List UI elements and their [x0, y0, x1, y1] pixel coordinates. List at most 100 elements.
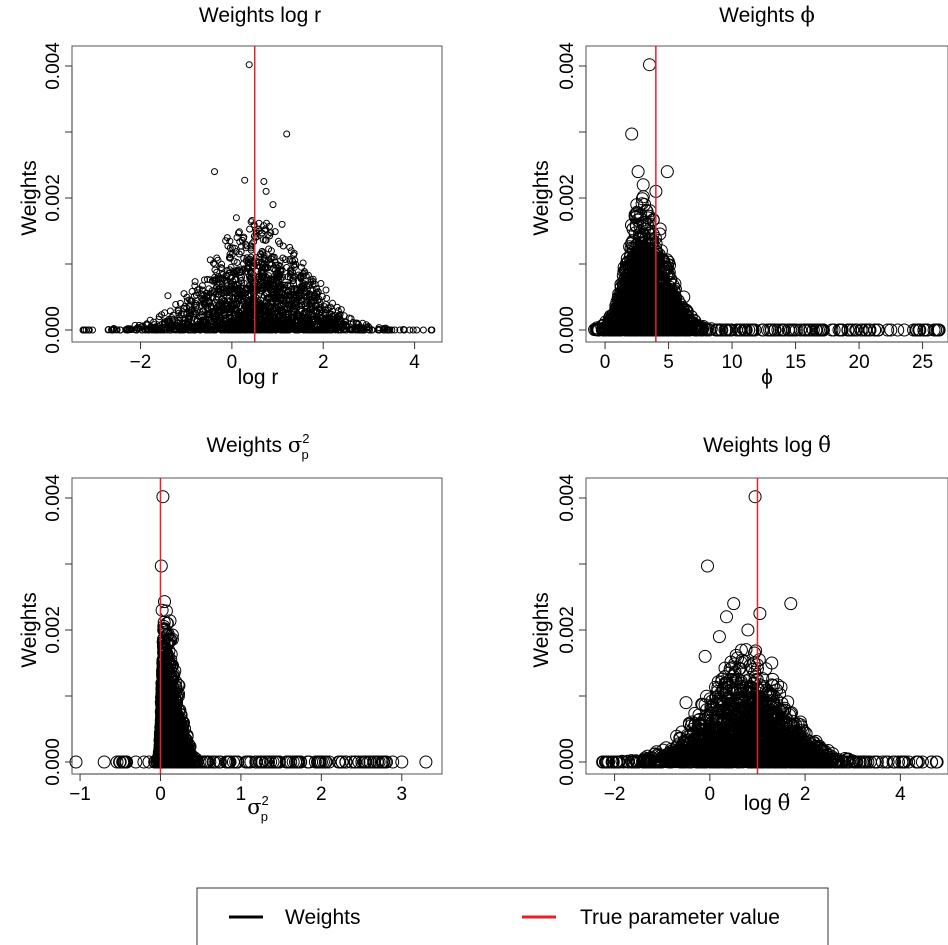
- y-tick-label: 0.000: [557, 306, 578, 354]
- scatter-point: [109, 325, 117, 333]
- scatter-point: [260, 251, 268, 259]
- panel-title: Weights log r: [199, 4, 321, 27]
- scatter-point: [636, 178, 650, 192]
- scatter-point: [329, 299, 336, 307]
- scatter-point: [108, 326, 116, 334]
- scatter-point: [183, 297, 191, 305]
- scatter-point: [80, 326, 88, 334]
- y-tick-label: 0.004: [43, 42, 64, 90]
- scatter-point: [419, 326, 427, 334]
- scatter-point: [276, 240, 284, 248]
- scatter-point: [660, 165, 674, 179]
- scatter-point: [255, 258, 263, 266]
- x-tick-label: 20: [849, 352, 870, 373]
- scatter-point: [409, 326, 417, 334]
- scatter-point: [226, 250, 234, 258]
- scatter-point: [150, 325, 158, 333]
- x-tick-label: 4: [409, 352, 420, 373]
- scatter-point: [307, 278, 315, 286]
- panel-title: Weights σ2 p: [207, 431, 310, 462]
- scatter-point: [217, 264, 225, 272]
- y-tick-label: 0.002: [557, 174, 578, 222]
- scatter-point: [260, 178, 268, 185]
- scatter-point: [884, 323, 898, 337]
- scatter-point: [235, 228, 243, 236]
- scatter-point: [237, 277, 245, 285]
- panel-title: Weights ϕ: [719, 3, 815, 27]
- scatter-point: [211, 168, 218, 176]
- scatter-point: [349, 319, 357, 326]
- scatter-point: [413, 326, 421, 334]
- scatter-point: [313, 285, 321, 293]
- scatter-point: [259, 236, 267, 244]
- scatter-point: [104, 326, 112, 334]
- scatter-point: [245, 61, 253, 69]
- y-tick-label: 0.004: [557, 42, 578, 90]
- y-tick-label: 0.002: [43, 174, 64, 222]
- scatter-point: [240, 260, 247, 268]
- x-tick-label: 5: [663, 352, 674, 373]
- scatter-point: [164, 292, 172, 300]
- x-tick-label: 2: [318, 352, 329, 373]
- scatter-points: [69, 490, 433, 769]
- scatter-point: [317, 280, 325, 287]
- scatter-point: [232, 214, 240, 222]
- scatter-point: [246, 225, 254, 233]
- scatter-point: [229, 268, 237, 275]
- scatter-point: [322, 286, 330, 294]
- scatter-point: [291, 256, 299, 264]
- scatter-point: [261, 227, 269, 235]
- y-axis-label: Weights: [530, 160, 553, 235]
- scatter-point: [396, 326, 404, 334]
- scatter-point: [262, 187, 270, 195]
- scatter-point: [235, 250, 243, 258]
- scatter-point: [196, 308, 204, 316]
- scatter-point: [241, 176, 249, 184]
- scatter-points: [588, 58, 946, 337]
- scatter-point: [176, 299, 184, 307]
- scatter-point: [400, 326, 407, 333]
- scatter-point: [258, 258, 266, 266]
- scatter-point: [286, 243, 294, 251]
- scatter-point: [237, 248, 245, 256]
- y-axis-label: Weights: [18, 160, 41, 235]
- scatter-point: [276, 284, 284, 292]
- scatter-point: [247, 253, 255, 261]
- plot-frame: [71, 477, 443, 775]
- scatter-point: [283, 130, 291, 138]
- scatter-point: [191, 278, 199, 286]
- scatter-point: [181, 314, 189, 322]
- scatter-point: [269, 201, 277, 209]
- x-tick-label: 0: [227, 352, 238, 373]
- scatter-point: [155, 313, 163, 321]
- y-tick-label: 0.000: [43, 306, 64, 354]
- scatter-point: [278, 220, 286, 228]
- scatter-point: [252, 233, 260, 241]
- scatter-point: [299, 259, 307, 267]
- x-axis-label: ϕ: [761, 366, 773, 389]
- x-axis-label: log r: [238, 366, 279, 389]
- scatter-point: [180, 290, 188, 298]
- scatter-point: [266, 222, 273, 230]
- scatter-point: [166, 307, 174, 315]
- scatter-point: [342, 318, 350, 326]
- scatter-point: [201, 276, 208, 284]
- scatter-point: [158, 311, 166, 319]
- scatter-point: [113, 326, 121, 334]
- scatter-point: [203, 275, 211, 283]
- scatter-points: [79, 61, 436, 334]
- scatter-point: [279, 242, 287, 250]
- scatter-point: [240, 265, 248, 273]
- y-axis: 0.000 0.002 0.004: [557, 42, 587, 354]
- y-axis: 0.000 0.002 0.004: [43, 42, 73, 354]
- scatter-point: [189, 310, 197, 318]
- x-tick-label: 10: [721, 352, 742, 373]
- scatter-point: [188, 320, 196, 328]
- scatter-point: [200, 291, 208, 299]
- scatter-point: [364, 323, 372, 330]
- scatter-point: [631, 165, 645, 179]
- scatter-point: [307, 276, 315, 284]
- x-tick-label: 15: [785, 352, 806, 373]
- scatter-point: [206, 256, 214, 264]
